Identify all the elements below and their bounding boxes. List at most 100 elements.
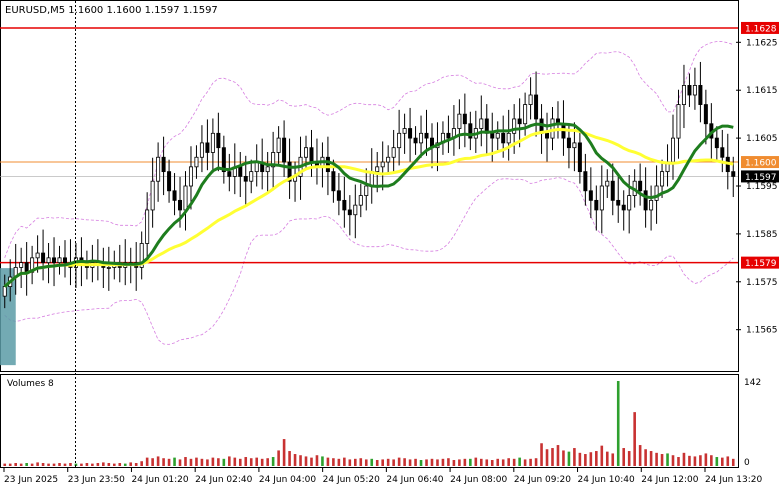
volume-bar [364,459,368,466]
candle-bear [703,104,708,125]
volume-bar [25,463,28,466]
candle-bear [501,132,506,144]
volume-bar [332,458,335,466]
volume-bar [260,458,264,466]
volume-bar [529,458,532,466]
volume-bar [704,453,708,466]
candle-bull [139,243,144,268]
x-tick-label: 24 Jun 12:00 [641,475,698,485]
candle-bull [249,171,254,182]
candle-bear [545,132,550,139]
volume-bar [627,451,631,466]
candle-bear [167,171,172,192]
volume-bar [293,454,297,466]
candle-bull [265,166,270,173]
candle-bull [654,185,659,201]
volume-bar [584,454,587,466]
candle-bear [205,142,210,153]
candle-bull [660,171,665,187]
candle-bull [692,85,697,96]
candle-bull [402,128,407,134]
candle-bull [457,113,462,129]
volume-bar [666,453,669,466]
volume-bar [479,458,483,466]
volume-bar [556,445,560,466]
volume-bar [140,461,143,466]
volume-bar [354,458,357,466]
candle-bear [172,190,177,201]
candle-bull [380,161,385,168]
volume-bar [277,450,280,466]
volume-bar [458,459,461,466]
volume-bar [173,457,176,466]
y-tick-label: 1.1605 [746,134,778,144]
volume-bar [282,439,286,466]
candle-bull [627,195,632,211]
candle-bull [199,142,204,158]
volume-bar [430,458,434,466]
volume-bar [490,460,494,466]
volume-bar [660,454,664,466]
volume-bar [266,458,269,466]
candle-bear [309,147,314,163]
candle-bear [720,147,725,158]
volume-bar [162,458,165,466]
candle-bull [194,156,199,168]
volume-bar [200,458,204,466]
volume-bar [58,463,61,466]
volume-bar [562,450,565,466]
x-tick-label: 24 Jun 06:40 [386,475,443,485]
candle-bear [643,190,648,211]
volume-bar [469,458,472,466]
volume-bar [688,455,691,466]
volume-bar [518,457,521,466]
volume-bar [30,463,34,466]
candle-bear [178,199,183,211]
candle-bear [227,171,232,177]
candle-bull [188,166,193,187]
volume-bar [52,463,56,466]
candle-bear [468,123,473,139]
volume-bar [249,458,253,466]
candle-bear [577,142,582,173]
candle-bull [156,156,161,182]
volume-bar [682,452,686,466]
volume-bar [403,458,406,466]
candle-bear [408,128,413,139]
volume-bar [91,463,94,466]
volume-bar [47,463,50,466]
candle-bear [566,137,571,149]
price-tag-upper-bg [741,21,779,34]
price-tag-lower: 1.1579 [745,259,777,269]
candle-bull [183,185,188,211]
volume-bar [726,456,730,466]
candle-bull [572,142,577,149]
volume-bar [69,463,72,466]
volume-bar [211,457,215,466]
candle-bear [24,262,29,273]
candle-bull [375,166,380,173]
candle-bull [210,132,215,153]
volume-bar [233,457,237,466]
volume-bar [217,458,220,466]
candle-bull [419,132,424,144]
candle-bear [610,180,615,201]
volume-bar [348,459,352,466]
candle-bull [681,85,686,105]
candle-bear [413,137,418,144]
candle-bear [731,171,736,177]
x-tick-label: 23 Jun 23:50 [68,475,125,485]
volume-bar [589,452,593,466]
volume-bar [638,445,642,466]
candle-bear [342,199,347,211]
candle-bear [41,252,46,264]
candle-bull [150,180,155,211]
price-tag-current: 1.1600 [745,159,777,169]
volume-bar [156,456,160,466]
candle-bear [221,147,226,173]
candle-bull [353,204,358,216]
candle-bull [676,104,681,139]
x-tick-label: 24 Jun 10:40 [578,475,635,485]
